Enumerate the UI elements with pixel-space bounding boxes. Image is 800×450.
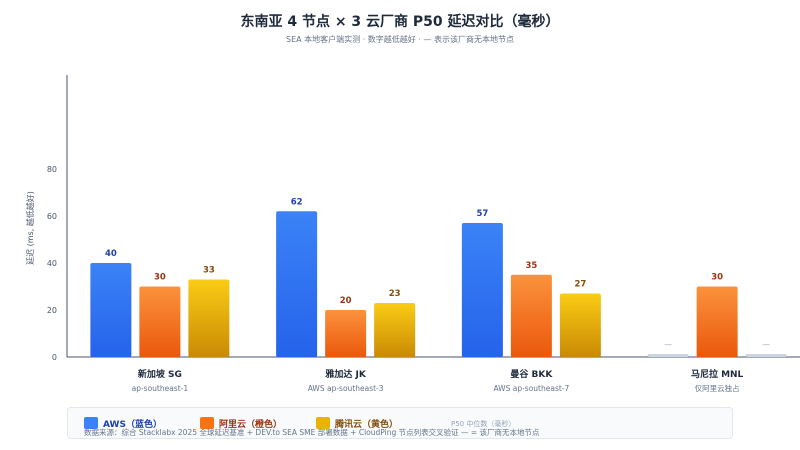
bar-aliyun: [696, 286, 738, 357]
x-tick-sublabel: ap-southeast-1: [132, 384, 189, 393]
data-label-tencent: 33: [203, 265, 215, 275]
data-label-aliyun: 20: [340, 296, 352, 306]
bar-missing-aws: [647, 354, 689, 357]
missing-marker: —: [762, 340, 770, 349]
bar-missing-tencent: [745, 354, 787, 357]
data-label-tencent: 27: [574, 280, 586, 290]
y-tick-label: 60: [47, 212, 57, 221]
bar-tencent: [188, 279, 230, 357]
y-tick-label: 80: [47, 165, 57, 174]
legend-note: P50 中位数（毫秒）: [451, 420, 516, 428]
x-tick-label: 雅加达 JK: [324, 368, 366, 380]
legend-item-aliyun: 阿里云（橙色）: [200, 416, 282, 430]
legend: AWS（蓝色） 阿里云（橙色） 腾讯云（黄色） P50 中位数（毫秒） 数据来源…: [67, 407, 733, 439]
y-tick-label: 0: [52, 353, 57, 362]
data-label-aliyun: 30: [154, 273, 166, 283]
legend-label-aws: AWS（蓝色）: [103, 419, 162, 430]
data-label-aws: 57: [476, 209, 488, 219]
legend-item-aws: AWS（蓝色）: [84, 416, 162, 430]
y-tick-label: 40: [47, 259, 57, 268]
legend-item-tencent: 腾讯云（黄色）: [316, 416, 398, 430]
chart-subtitle: SEA 本地客户端实测 · 数字越低越好 · — 表示该厂商无本地节点: [286, 35, 514, 44]
legend-label-tencent: 腾讯云（黄色）: [335, 419, 399, 430]
bar-aws: [90, 263, 132, 357]
data-label-tencent: 23: [389, 289, 401, 299]
data-label-aws: 40: [105, 249, 117, 259]
x-tick-sublabel: AWS ap-southeast-3: [308, 384, 384, 393]
bar-aliyun: [139, 286, 181, 357]
bar-aliyun: [510, 274, 552, 357]
missing-marker: —: [664, 340, 672, 349]
legend-swatch-tencent: [316, 417, 330, 429]
x-tick-sublabel: AWS ap-southeast-7: [493, 384, 569, 393]
legend-label-aliyun: 阿里云（橙色）: [219, 419, 283, 430]
bar-aws: [276, 211, 318, 357]
bar-aliyun: [325, 310, 367, 357]
y-axis-title: 延迟 (ms, 越低越好): [25, 191, 35, 265]
bar-aws: [461, 223, 503, 357]
bar-tencent: [374, 302, 416, 357]
data-label-aliyun: 30: [711, 273, 723, 283]
x-tick-sublabel: 仅阿里云独占: [695, 383, 740, 393]
bar-tencent: [559, 293, 601, 357]
x-tick-label: 马尼拉 MNL: [691, 368, 744, 380]
legend-swatch-aws: [84, 417, 98, 429]
chart-title: 东南亚 4 节点 × 3 云厂商 P50 延迟对比（毫秒）: [240, 14, 560, 30]
data-label-aliyun: 35: [525, 261, 537, 271]
x-tick-label: 新加坡 SG: [138, 368, 182, 380]
data-label-aws: 62: [291, 197, 303, 207]
source-note: 数据来源：综合 Stacklabx 2025 全球延迟基准 + DEV.to S…: [84, 428, 540, 437]
legend-swatch-aliyun: [200, 417, 214, 429]
x-tick-label: 曼谷 BKK: [510, 368, 553, 380]
y-tick-label: 20: [47, 306, 57, 315]
